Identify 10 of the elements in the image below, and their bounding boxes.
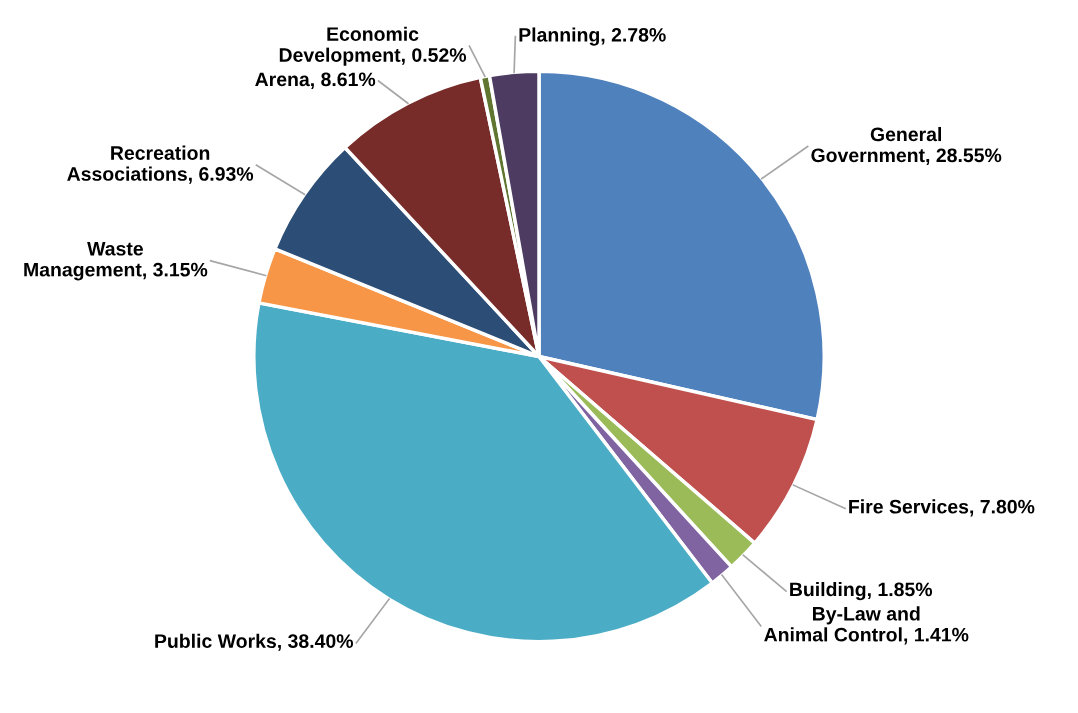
slice-label: Building, 1.85% — [790, 581, 933, 601]
slice-label: Economic Development, 0.52% — [279, 26, 467, 66]
slice-label: Public Works, 38.40% — [155, 633, 354, 651]
slice-label: Arena, 8.61% — [255, 72, 376, 90]
slice-label: Waste Management, 3.15% — [24, 242, 208, 281]
slice-label: Recreation Associations, 6.93% — [67, 145, 254, 184]
slice-label: Fire Services, 7.80% — [849, 499, 1035, 517]
slice-label: Planning, 2.78% — [519, 27, 666, 46]
slice-label: By-Law and Animal Control, 1.41% — [764, 606, 969, 645]
slice-label: General Government, 28.55% — [811, 126, 1002, 166]
